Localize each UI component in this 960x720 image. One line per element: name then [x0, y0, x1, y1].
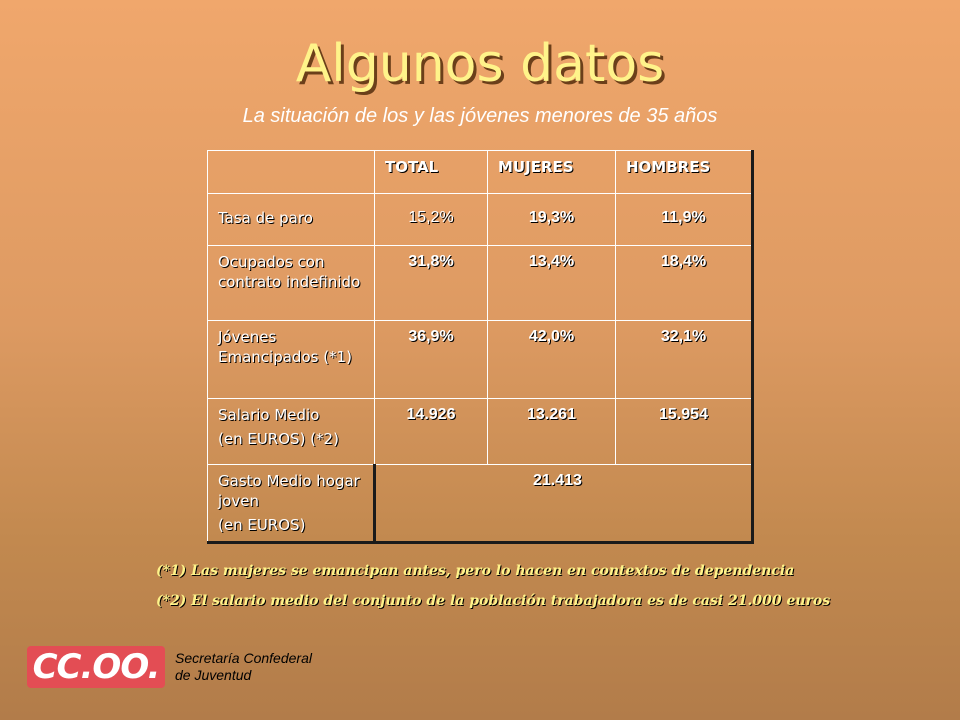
footnote-2: (*2) El salario medio del conjunto de la… — [156, 593, 831, 609]
header-total: TOTAL — [385, 158, 439, 176]
cell-mujeres: 42,0% — [487, 320, 616, 399]
table-header-row: TOTAL MUJERES HOMBRES — [207, 150, 754, 194]
row-label-cell: Jóvenes Emancipados (*1) — [207, 320, 375, 399]
cell-hombres: 11,9% — [615, 193, 754, 246]
org-line-1: Secretaría Confederal — [175, 650, 312, 666]
row-label: Salario Medio — [218, 406, 320, 424]
cell-merged-value: 21.413 — [373, 464, 754, 544]
cell-total: 14.926 — [374, 398, 488, 465]
cell-mujeres: 13.261 — [487, 398, 616, 465]
org-name: Secretaría Confederal de Juventud — [175, 650, 312, 684]
cell-total: 31,8% — [374, 245, 488, 321]
table-row: Jóvenes Emancipados (*1) 36,9% 42,0% 32,… — [207, 320, 754, 399]
header-cell-empty — [207, 150, 375, 194]
row-label: Tasa de paro — [218, 209, 313, 227]
row-label: Ocupados con contrato indefinido — [218, 253, 361, 291]
cell-mujeres: 19,3% — [487, 193, 616, 246]
row-label: Gasto Medio hogar joven — [218, 472, 360, 510]
row-label-cell: Gasto Medio hogar joven (en EUROS) — [207, 464, 375, 544]
header-cell-mujeres: MUJERES — [487, 150, 616, 194]
slide-subtitle: La situación de los y las jóvenes menore… — [242, 105, 718, 127]
cell-hombres: 15.954 — [615, 398, 754, 465]
table-row: Salario Medio (en EUROS) (*2) 14.926 13.… — [207, 398, 754, 465]
header-cell-hombres: HOMBRES — [615, 150, 754, 194]
cell-total: 15,2% — [374, 193, 488, 246]
logo-text: CC.OO. — [32, 647, 161, 687]
header-hombres: HOMBRES — [626, 158, 711, 176]
slide-title: Algunos datos — [295, 34, 665, 94]
table-row: Ocupados con contrato indefinido 31,8% 1… — [207, 245, 754, 321]
header-mujeres: MUJERES — [498, 158, 574, 176]
cell-hombres: 18,4% — [615, 245, 754, 321]
row-label-cell: Tasa de paro — [207, 193, 375, 246]
row-label-sub: (en EUROS) — [218, 516, 306, 534]
ccoo-logo: CC.OO. — [27, 646, 165, 688]
footnote-1: (*1) Las mujeres se emancipan antes, per… — [156, 563, 795, 579]
cell-total: 36,9% — [374, 320, 488, 399]
data-table: TOTAL MUJERES HOMBRES Tasa de paro 15,2%… — [207, 150, 754, 544]
row-label-cell: Ocupados con contrato indefinido — [207, 245, 375, 321]
row-label-sub: (en EUROS) (*2) — [218, 430, 339, 448]
row-label: Jóvenes Emancipados (*1) — [218, 328, 352, 366]
org-line-2: de Juventud — [175, 667, 252, 683]
header-cell-total: TOTAL — [374, 150, 488, 194]
cell-hombres: 32,1% — [615, 320, 754, 399]
cell-mujeres: 13,4% — [487, 245, 616, 321]
table-row: Tasa de paro 15,2% 19,3% 11,9% — [207, 193, 754, 246]
table-row: Gasto Medio hogar joven (en EUROS) 21.41… — [207, 464, 754, 544]
row-label-cell: Salario Medio (en EUROS) (*2) — [207, 398, 375, 465]
